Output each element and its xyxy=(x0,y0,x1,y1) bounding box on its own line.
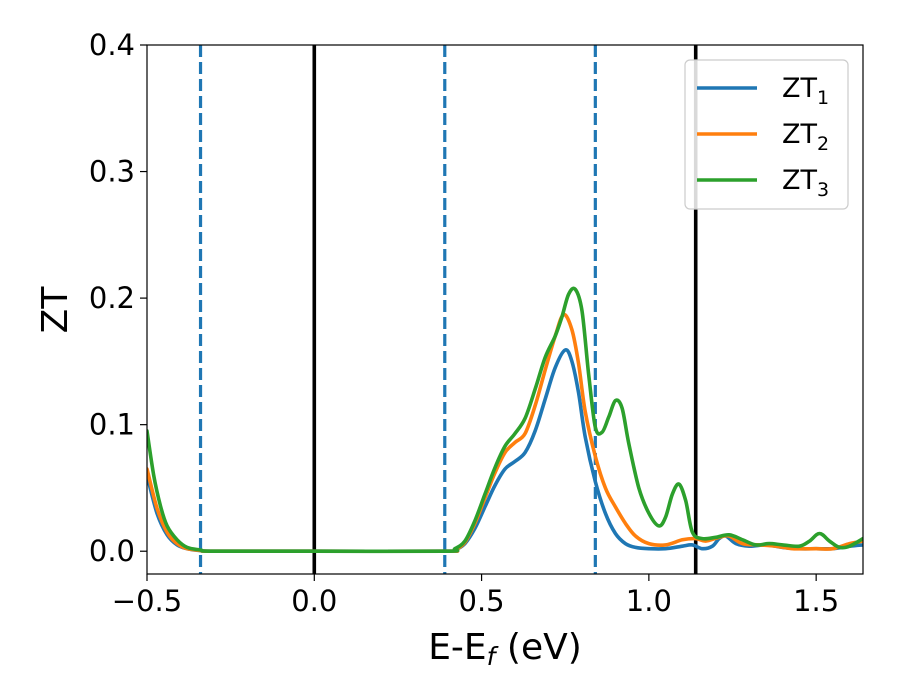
y-tick-label: 0.3 xyxy=(89,155,135,189)
x-axis-ticks: −0.5 0.0 0.5 1.0 1.5 xyxy=(112,574,839,618)
x-tick-label: 1.0 xyxy=(626,584,672,618)
y-axis-label: ZT xyxy=(35,286,76,334)
x-tick-label: 1.5 xyxy=(793,584,839,618)
y-tick-label: 0.1 xyxy=(89,408,135,442)
series-line-zt3 xyxy=(147,286,863,554)
legend-label-zt3: ZT3 xyxy=(782,165,829,201)
series-line-zt2 xyxy=(147,312,863,554)
x-axis-label: E-Ef (eV) xyxy=(428,627,582,671)
legend-label-zt1: ZT1 xyxy=(782,73,829,109)
y-tick-label: 0.0 xyxy=(89,534,135,568)
y-tick-label: 0.4 xyxy=(89,28,135,62)
y-tick-label: 0.2 xyxy=(89,281,135,315)
legend-box xyxy=(684,59,849,210)
y-axis-ticks: 0.0 0.1 0.2 0.3 0.4 xyxy=(89,28,147,568)
legend-label-zt2: ZT2 xyxy=(782,119,829,155)
axes-frame xyxy=(146,44,864,575)
x-tick-label: 0.5 xyxy=(459,584,505,618)
x-tick-label: 0.0 xyxy=(291,584,337,618)
legend: ZT1 ZT2 ZT3 xyxy=(684,59,849,210)
x-tick-label: −0.5 xyxy=(112,584,182,618)
